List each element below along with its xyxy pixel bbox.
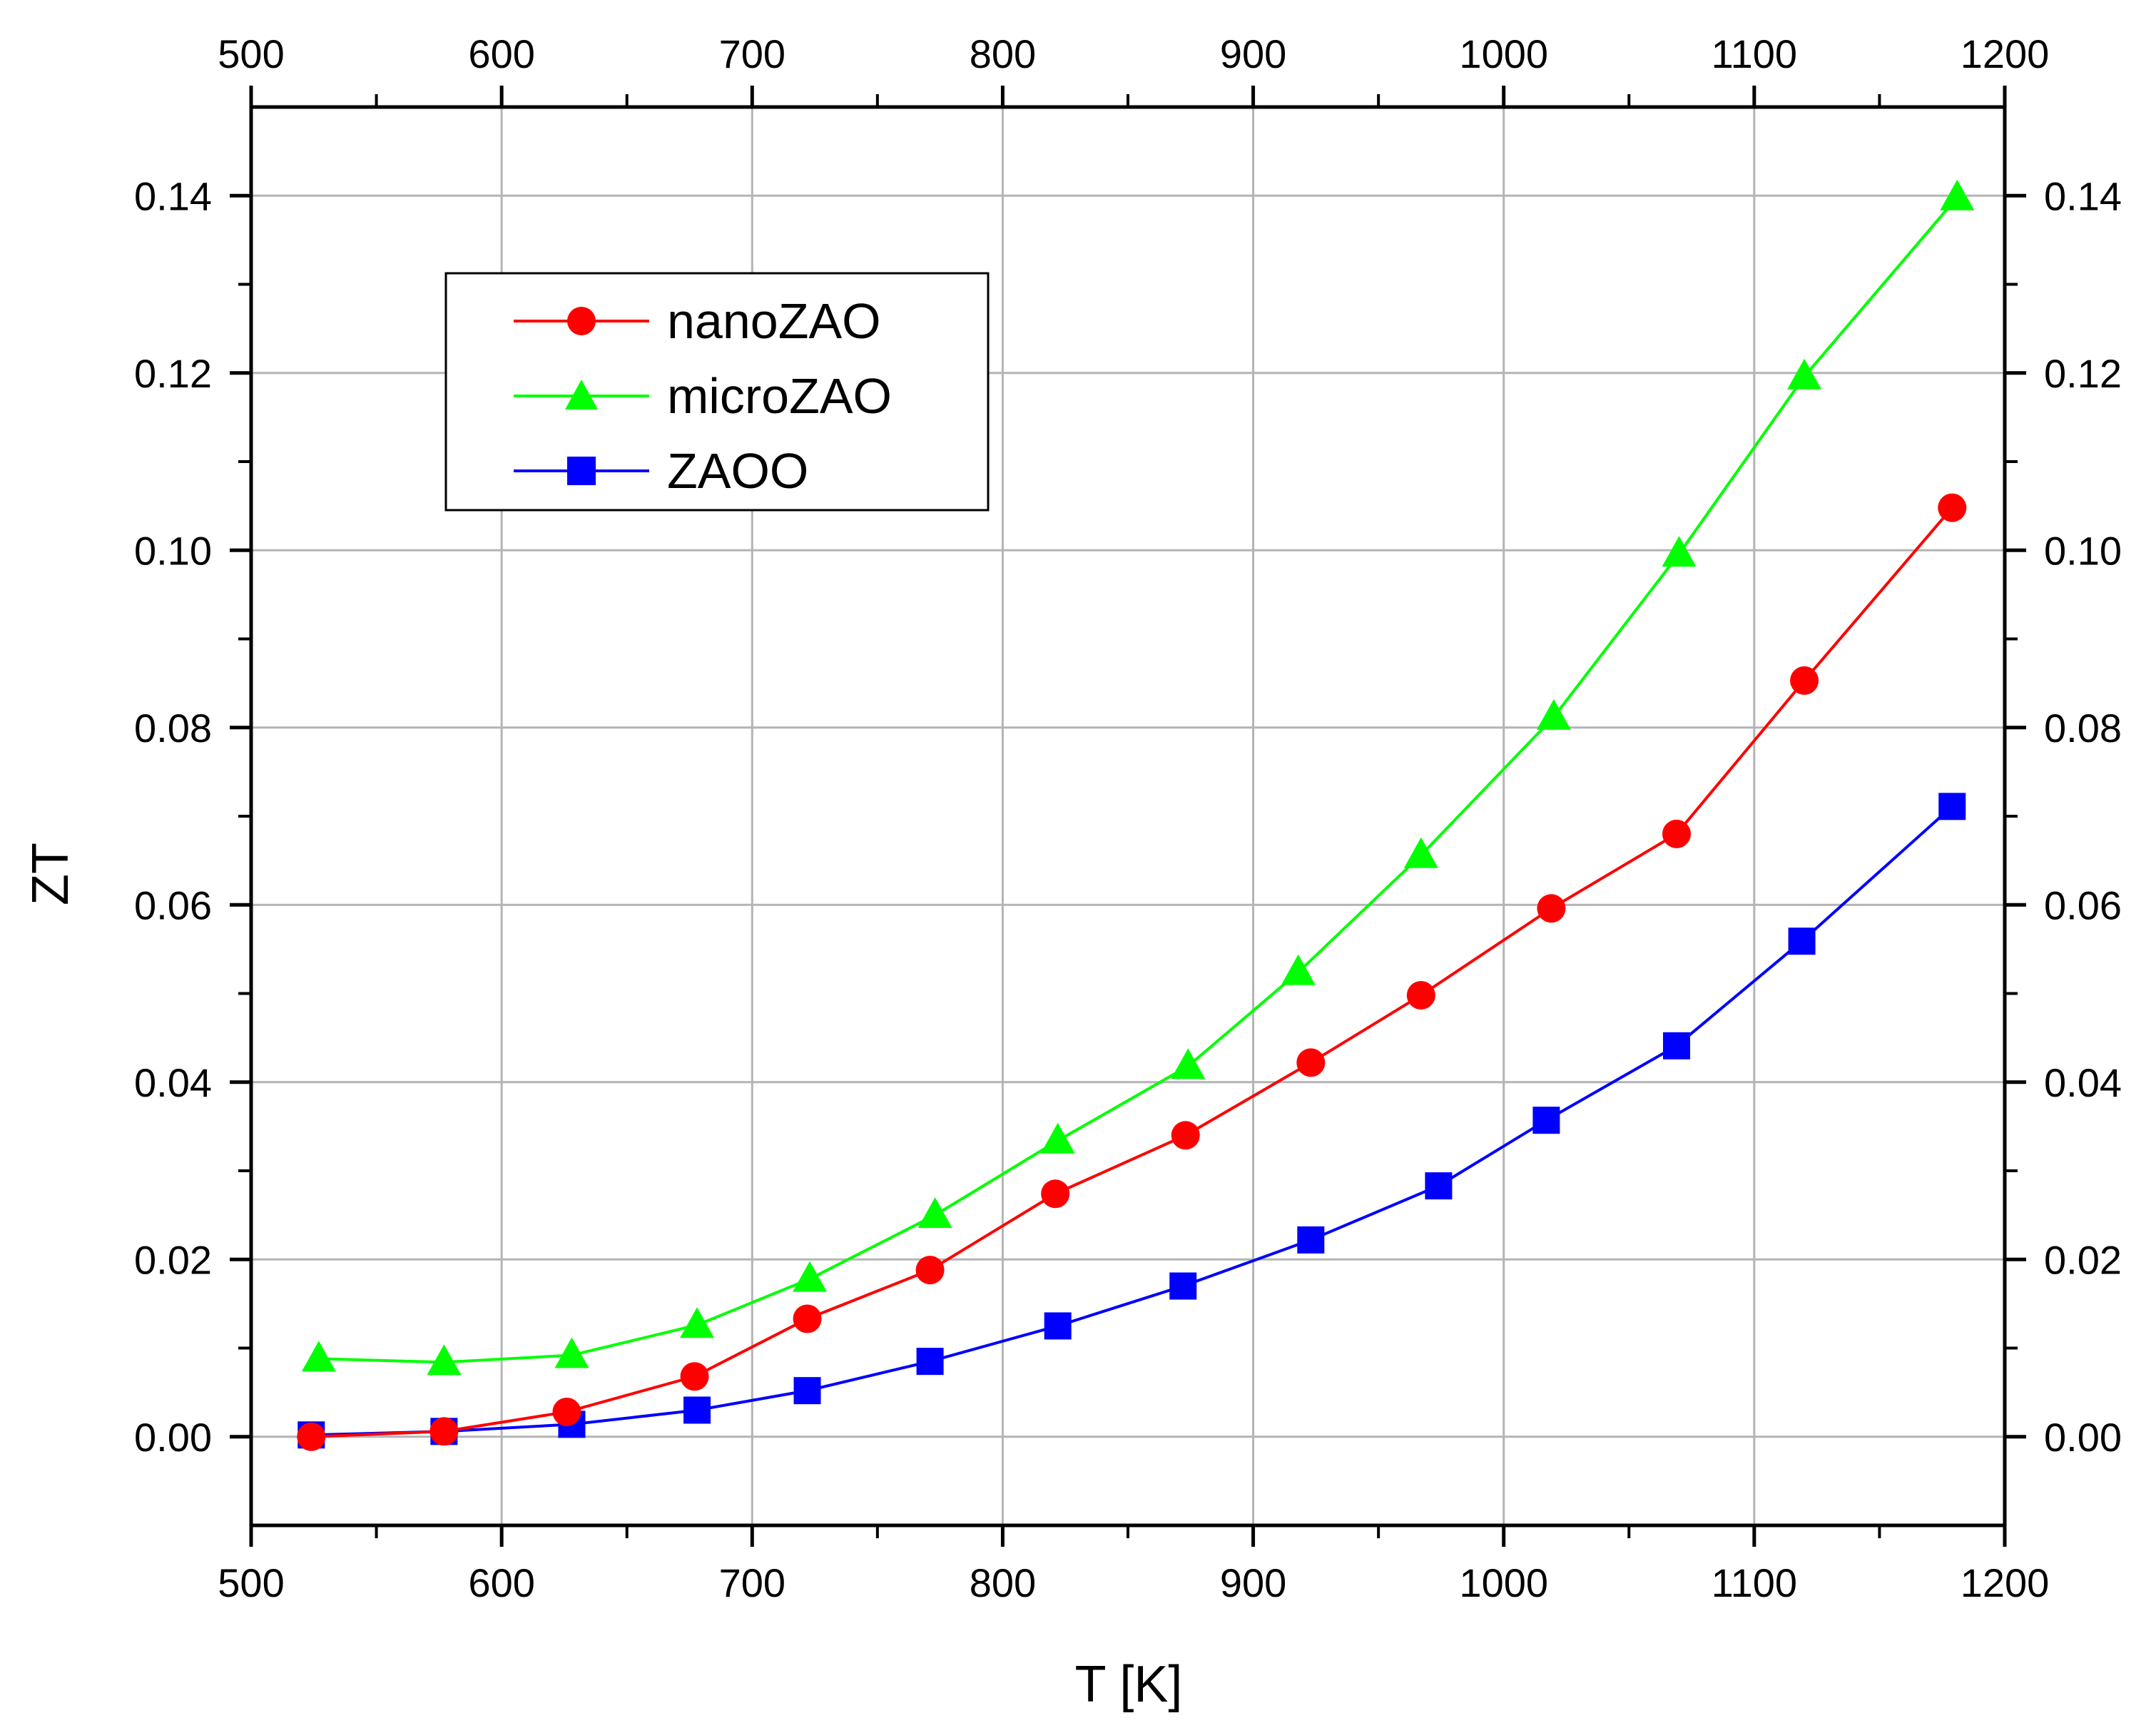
y-tick-label-left: 0.08 — [134, 706, 212, 751]
data-point-microzao — [301, 1341, 336, 1372]
data-point-microzao — [1536, 698, 1571, 730]
data-point-zaoo — [1532, 1107, 1560, 1134]
x-tick-label-bottom: 600 — [468, 1560, 534, 1605]
legend-item-nanozao: nanoZAO — [514, 293, 881, 349]
series-line-zaoo — [311, 805, 1953, 1437]
series-zaoo — [298, 793, 1966, 1449]
y-tick-label-right: 0.04 — [2044, 1060, 2122, 1105]
data-point-nanozao — [429, 1417, 459, 1446]
data-point-nanozao — [1537, 894, 1566, 923]
legend-item-microzao: microZAO — [514, 368, 892, 424]
data-point-nanozao — [1938, 493, 1967, 522]
x-axis-title: T [K] — [1075, 1656, 1183, 1713]
data-point-nanozao — [1171, 1121, 1200, 1150]
y-tick-label-right: 0.02 — [2044, 1237, 2122, 1282]
x-tick-label-bottom: 900 — [1220, 1560, 1286, 1605]
ticks — [230, 86, 2026, 1547]
data-point-microzao — [1662, 536, 1697, 567]
x-tick-label-top: 700 — [719, 31, 785, 76]
series-microzao — [301, 179, 1975, 1376]
data-point-nanozao — [1790, 666, 1819, 695]
data-point-zaoo — [793, 1377, 821, 1405]
y-tick-label-left: 0.10 — [134, 528, 212, 573]
data-point-microzao — [1281, 954, 1316, 985]
y-tick-label-right: 0.14 — [2044, 173, 2122, 218]
data-point-microzao — [427, 1344, 462, 1376]
data-point-microzao — [1040, 1122, 1075, 1154]
data-point-nanozao — [552, 1397, 581, 1426]
tick-labels: 500 500 600 600 700 700 800 800 900 900 1000 1000 11… — [134, 31, 2122, 1605]
x-tick-label-top: 600 — [468, 31, 534, 76]
y-tick-label-left: 0.04 — [134, 1060, 212, 1105]
data-point-microzao — [917, 1197, 952, 1229]
grid — [251, 107, 2005, 1525]
data-point-microzao — [1403, 837, 1438, 868]
data-point-nanozao — [1041, 1179, 1070, 1209]
x-tick-label-bottom: 1100 — [1712, 1560, 1797, 1605]
y-tick-label-left: 0.12 — [134, 351, 212, 396]
x-tick-label-top: 1200 — [1961, 31, 2050, 76]
y-tick-label-left: 0.06 — [134, 883, 212, 927]
x-tick-label-bottom: 700 — [719, 1560, 785, 1605]
x-tick-label-top: 1000 — [1459, 31, 1548, 76]
x-tick-label-top: 1100 — [1712, 31, 1797, 76]
data-point-zaoo — [1044, 1312, 1072, 1340]
y-tick-label-right: 0.00 — [2044, 1415, 2122, 1460]
data-point-microzao — [793, 1261, 828, 1292]
y-tick-label-right: 0.08 — [2044, 706, 2122, 751]
data-point-nanozao — [793, 1304, 822, 1333]
data-point-nanozao — [680, 1362, 709, 1391]
data-point-zaoo — [1425, 1172, 1453, 1200]
data-point-nanozao — [1406, 980, 1435, 1010]
series-line-nanozao — [311, 507, 1953, 1438]
series-nanozao — [297, 493, 1967, 1451]
legend-marker-zaoo — [567, 457, 596, 485]
y-axis-title: ZT — [22, 843, 79, 905]
data-point-microzao — [554, 1337, 589, 1368]
y-tick-label-left: 0.02 — [134, 1237, 212, 1282]
data-point-zaoo — [916, 1348, 944, 1376]
x-tick-label-top: 500 — [218, 31, 284, 76]
x-tick-label-bottom: 1200 — [1961, 1560, 2050, 1605]
x-tick-label-bottom: 800 — [970, 1560, 1036, 1605]
data-point-zaoo — [1788, 927, 1816, 955]
data-point-microzao — [680, 1307, 715, 1338]
x-tick-label-bottom: 500 — [218, 1560, 284, 1605]
y-tick-label-left: 0.00 — [134, 1415, 212, 1460]
x-tick-label-top: 800 — [970, 31, 1036, 76]
legend-marker-microzao — [565, 380, 598, 410]
data-point-nanozao — [1296, 1048, 1326, 1077]
data-point-microzao — [1787, 358, 1822, 390]
legend: nanoZAO microZAO ZAOO — [444, 272, 990, 512]
legend-label-microzao: microZAO — [667, 368, 892, 424]
series-layer — [297, 179, 1975, 1451]
data-point-zaoo — [1297, 1226, 1325, 1254]
series-line-microzao — [318, 196, 1958, 1364]
data-point-zaoo — [1938, 793, 1966, 820]
data-point-zaoo — [1169, 1272, 1197, 1300]
legend-label-nanozao: nanoZAO — [667, 293, 881, 349]
legend-marker-nanozao — [567, 307, 596, 335]
y-tick-label-right: 0.12 — [2044, 351, 2122, 396]
y-tick-label-right: 0.06 — [2044, 883, 2122, 927]
data-point-zaoo — [1663, 1032, 1691, 1059]
x-tick-label-bottom: 1000 — [1459, 1560, 1548, 1605]
data-point-nanozao — [1662, 819, 1692, 848]
data-point-microzao — [1940, 179, 1975, 210]
y-tick-label-left: 0.14 — [134, 173, 212, 218]
legend-item-zaoo: ZAOO — [514, 443, 808, 499]
data-point-nanozao — [297, 1422, 326, 1451]
y-tick-label-right: 0.10 — [2044, 528, 2122, 573]
data-point-zaoo — [683, 1396, 711, 1424]
data-point-microzao — [1171, 1048, 1206, 1079]
legend-label-zaoo: ZAOO — [667, 443, 808, 499]
x-tick-label-top: 900 — [1220, 31, 1286, 76]
data-point-nanozao — [915, 1256, 945, 1285]
